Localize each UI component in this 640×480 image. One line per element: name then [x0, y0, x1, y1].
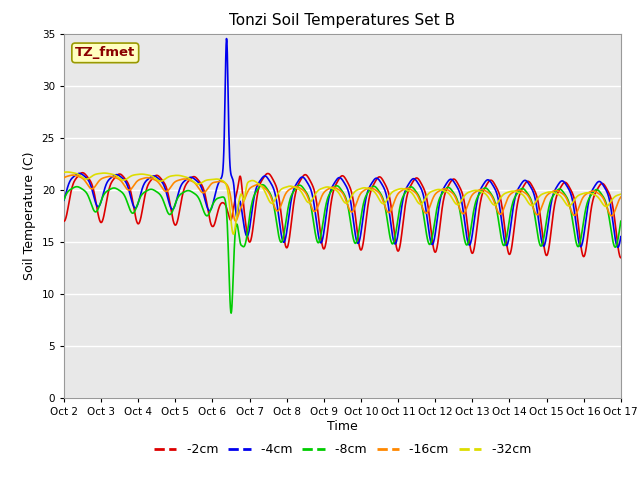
Y-axis label: Soil Temperature (C): Soil Temperature (C) [23, 152, 36, 280]
Title: Tonzi Soil Temperatures Set B: Tonzi Soil Temperatures Set B [229, 13, 456, 28]
Legend:  -2cm,  -4cm,  -8cm,  -16cm,  -32cm: -2cm, -4cm, -8cm, -16cm, -32cm [149, 438, 536, 461]
Text: TZ_fmet: TZ_fmet [75, 47, 136, 60]
X-axis label: Time: Time [327, 420, 358, 433]
